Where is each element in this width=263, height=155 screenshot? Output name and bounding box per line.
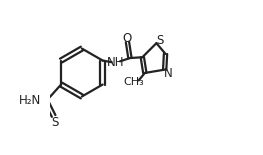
Text: H₂N: H₂N: [18, 94, 41, 107]
Text: N: N: [164, 67, 173, 80]
Text: S: S: [156, 34, 164, 47]
Text: NH: NH: [107, 56, 125, 69]
Text: O: O: [123, 32, 132, 45]
Text: CH₃: CH₃: [124, 77, 144, 87]
Text: S: S: [51, 116, 58, 129]
